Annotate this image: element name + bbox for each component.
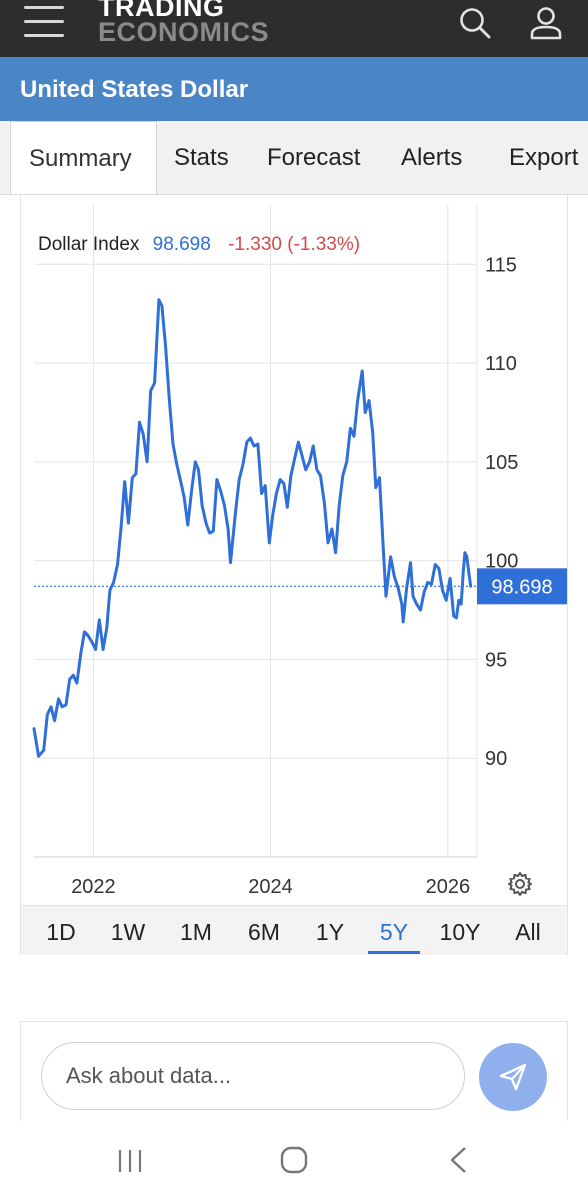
ask-input[interactable] [41, 1042, 465, 1110]
y-tick-label: 110 [485, 353, 517, 375]
tab-summary[interactable]: Summary [10, 121, 157, 194]
chart-grid [34, 205, 478, 858]
top-app-bar: TRADING ECONOMICS [0, 0, 588, 57]
range-1w-button[interactable]: 1W [110, 919, 146, 945]
page-title: United States Dollar [20, 76, 249, 103]
send-button[interactable] [479, 1043, 547, 1111]
back-icon[interactable] [447, 1146, 469, 1174]
logo-line-1: TRADING [98, 0, 225, 22]
time-range-selector: 1D 1W 1M 6M 1Y 5Y 10Y All [21, 905, 567, 955]
y-tick-label: 115 [485, 254, 517, 276]
y-tick-label: 100 [485, 551, 518, 573]
range-10y-button[interactable]: 10Y [439, 919, 481, 945]
send-icon [499, 1063, 527, 1091]
tab-export[interactable]: Export [509, 144, 579, 171]
quote-change: -1.330 (-1.33%) [228, 234, 361, 255]
tab-forecast[interactable]: Forecast [267, 144, 361, 171]
range-1d-button[interactable]: 1D [46, 919, 76, 945]
last-value-badge [477, 568, 567, 605]
range-6m-button[interactable]: 6M [248, 919, 280, 945]
recent-apps-icon[interactable] [117, 1148, 143, 1174]
last-value-label: 98.698 [491, 576, 552, 598]
range-all-button[interactable]: All [515, 919, 541, 945]
series-line [32, 298, 473, 758]
y-tick-label: 90 [485, 748, 507, 770]
dollar-index-chart[interactable]: 115 110 105 100 95 90 2022 2024 2026 98.698 [0, 195, 588, 905]
x-axis-tick-labels: 2022 2024 2026 [71, 876, 470, 898]
search-icon[interactable] [458, 6, 492, 40]
x-tick-label: 2022 [71, 876, 116, 898]
hamburger-menu-icon[interactable] [24, 6, 64, 38]
quote-price: 98.698 [152, 234, 211, 255]
user-icon[interactable] [528, 5, 564, 41]
site-logo[interactable]: TRADING ECONOMICS [98, 0, 270, 47]
ask-card [20, 1021, 568, 1121]
x-tick-label: 2026 [426, 876, 471, 898]
range-1m-button[interactable]: 1M [180, 919, 212, 945]
y-tick-label: 95 [485, 649, 507, 671]
y-tick-label: 105 [485, 452, 518, 474]
instrument-name: Dollar Index [38, 234, 140, 255]
page-title-bar: United States Dollar [0, 57, 588, 121]
range-5y-button[interactable]: 5Y [368, 906, 420, 956]
home-icon[interactable] [280, 1146, 308, 1174]
quote-summary: Dollar Index 98.698 -1.330 (-1.33%) [38, 234, 360, 256]
tab-alerts[interactable]: Alerts [401, 144, 463, 171]
logo-line-2: ECONOMICS [98, 17, 270, 47]
gear-icon[interactable] [507, 871, 533, 897]
tab-stats[interactable]: Stats [174, 144, 229, 171]
x-tick-label: 2024 [248, 876, 293, 898]
range-1y-button[interactable]: 1Y [315, 919, 345, 945]
tab-bar: Summary Stats Forecast Alerts Export [0, 121, 588, 195]
system-navigation-bar [0, 1121, 588, 1200]
y-axis-tick-labels: 115 110 105 100 95 90 [485, 254, 518, 770]
